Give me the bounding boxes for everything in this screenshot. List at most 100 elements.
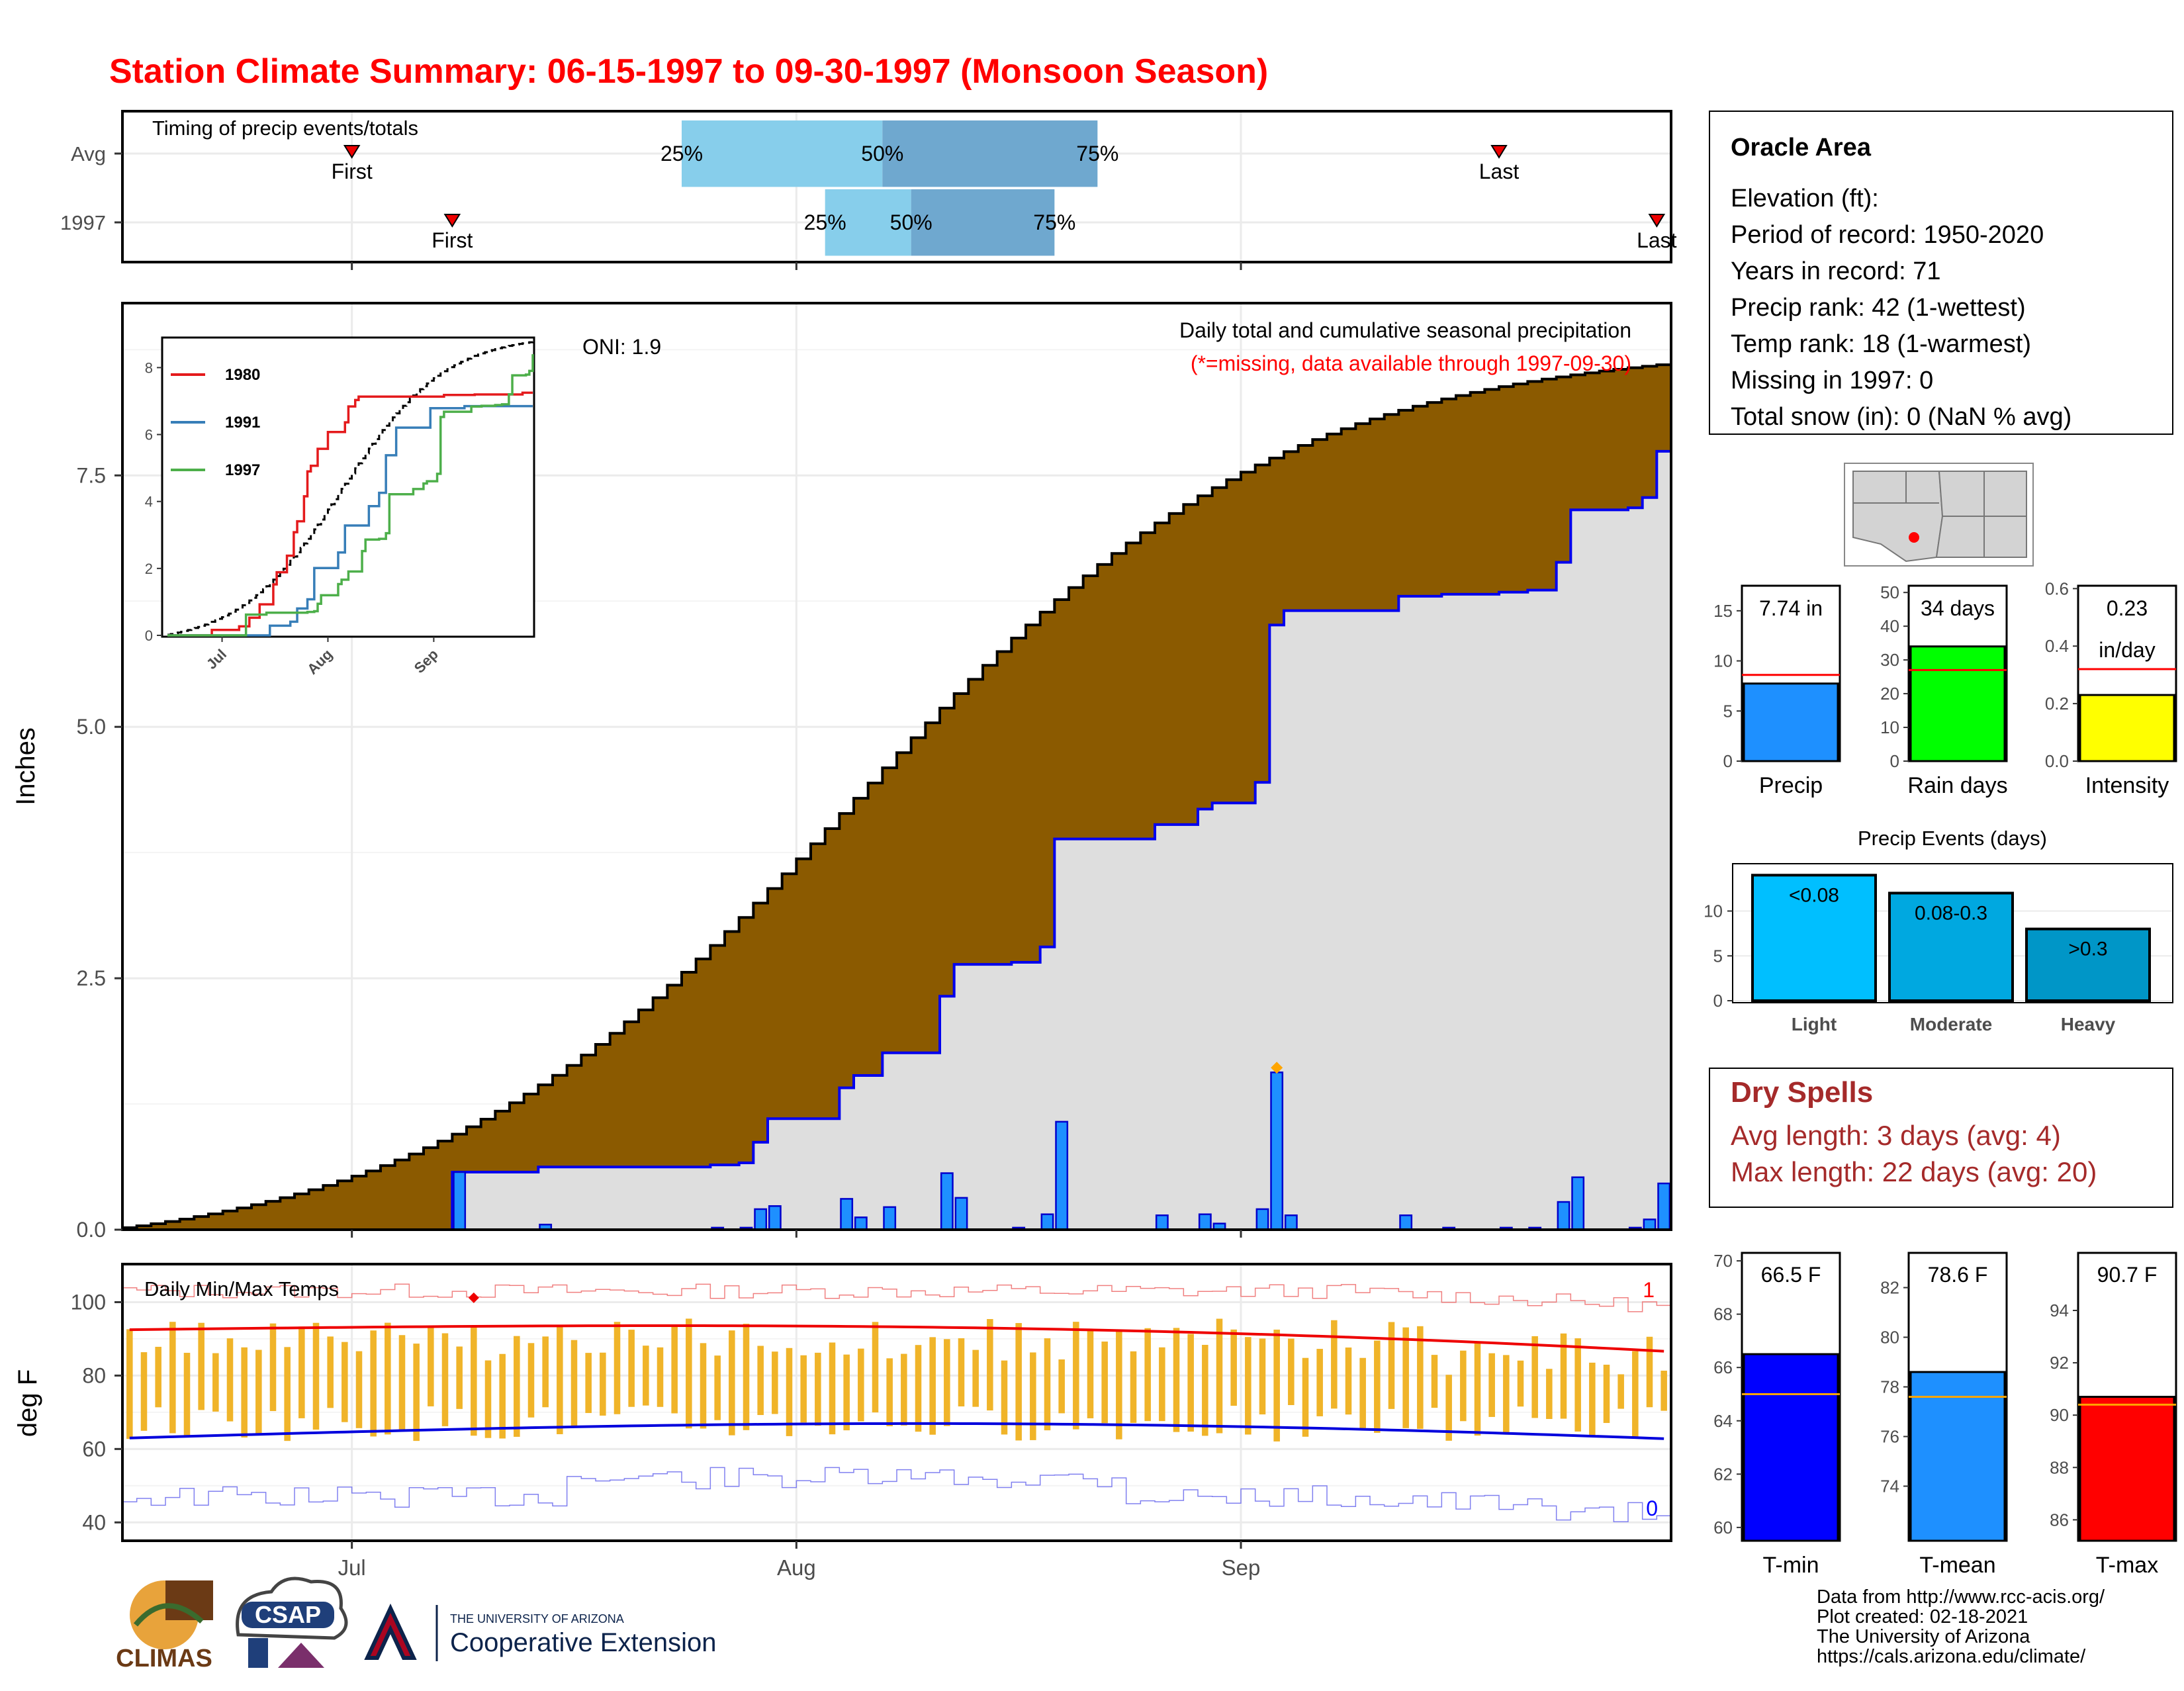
daily-temp-range-bar xyxy=(570,1340,578,1426)
daily-temp-range-bar xyxy=(958,1338,965,1407)
footer-line: Data from http://www.rcc-acis.org/ xyxy=(1817,1586,2105,1608)
daily-temp-range-bar xyxy=(471,1327,477,1436)
precip-events-title: Precip Events (days) xyxy=(1858,827,2047,850)
daily-precip-bar xyxy=(1270,1072,1284,1231)
daily-temp-range-bar xyxy=(600,1352,606,1416)
timing-iqr-low xyxy=(682,120,883,187)
summary-bar-tick-label: 0.4 xyxy=(2045,636,2069,656)
daily-temp-range-bar xyxy=(1488,1353,1495,1417)
daily-temp-range-bar xyxy=(1345,1348,1352,1415)
events-tick-label: 5 xyxy=(1713,946,1723,966)
timing-last-marker xyxy=(1490,145,1508,159)
temp-summary-bar-value-bar xyxy=(1909,1371,2006,1542)
daily-temp-range-bar xyxy=(1503,1355,1510,1434)
daily-precip-bar xyxy=(1040,1213,1054,1231)
temp-summary-bar-tick-label: 86 xyxy=(2050,1510,2069,1530)
temp-summary-value-label: 90.7 F xyxy=(2097,1263,2158,1287)
temp-summary-bar-tick-label: 60 xyxy=(1713,1518,1733,1537)
daily-temp-range-bar xyxy=(1546,1369,1553,1419)
temp-summary-bar-tick-label: 64 xyxy=(1713,1411,1733,1431)
events-bar-label: Moderate xyxy=(1910,1014,1992,1034)
events-tick-label: 0 xyxy=(1713,991,1723,1011)
temp-summary-bar-tick-label: 88 xyxy=(2050,1457,2069,1477)
daily-temp-range-bar xyxy=(126,1329,133,1440)
climas-logo-text: CLIMAS xyxy=(116,1645,212,1672)
inset-y-tick-label: 6 xyxy=(145,427,153,443)
daily-temp-range-bar xyxy=(1202,1344,1208,1436)
daily-precip-bar xyxy=(840,1198,854,1231)
inset-average-line xyxy=(167,341,534,636)
daily-temp-range-bar xyxy=(1245,1337,1251,1435)
station-location-marker xyxy=(1909,532,1919,543)
daily-temp-range-bar xyxy=(1302,1357,1309,1437)
temp-summary-bar-tick-label: 92 xyxy=(2050,1353,2069,1373)
daily-temp-range-bar xyxy=(1144,1328,1151,1422)
daily-temp-range-bar xyxy=(858,1348,864,1422)
daily-precip-bar xyxy=(854,1216,868,1231)
daily-precip-bar xyxy=(1055,1120,1069,1231)
dry-spells-box: Dry Spells Avg length: 3 days (avg: 4) M… xyxy=(1709,1068,2173,1208)
events-bar xyxy=(2025,927,2151,1003)
daily-temp-range-bar xyxy=(643,1346,649,1406)
daily-temp-range-bar xyxy=(628,1330,635,1407)
daily-temp-range-bar xyxy=(1173,1328,1180,1432)
daily-temp-range-bar xyxy=(1431,1355,1438,1408)
precip-y-axis-label: Inches xyxy=(11,727,40,805)
daily-temp-range-bar xyxy=(284,1347,291,1441)
ua-logo-top-text: THE UNIVERSITY OF ARIZONA xyxy=(450,1612,624,1625)
summary-bar-value-bar xyxy=(2079,694,2175,762)
daily-temp-range-bar xyxy=(1116,1330,1122,1440)
daily-precip-bar xyxy=(954,1197,968,1231)
summary-bar-tick-label: 0 xyxy=(1723,751,1733,771)
station-info-line: Temp rank: 18 (1-warmest) xyxy=(1731,330,2031,358)
daily-temp-range-bar xyxy=(915,1345,922,1432)
daily-temp-range-bar xyxy=(901,1353,907,1426)
climas-logo: CLIMAS xyxy=(116,1580,213,1672)
footer-line: https://cals.arizona.edu/climate/ xyxy=(1817,1646,2086,1667)
daily-temp-range-bar xyxy=(700,1343,707,1429)
footer-credits: Data from http://www.rcc-acis.org/ Plot … xyxy=(1817,1586,2105,1667)
daily-temp-range-bar xyxy=(226,1338,234,1422)
daily-temp-range-bar xyxy=(772,1351,778,1414)
daily-temp-range-bar xyxy=(527,1343,535,1418)
daily-precip-bar xyxy=(940,1172,954,1231)
daily-temp-range-bar xyxy=(1617,1374,1624,1409)
daily-temp-range-bar xyxy=(327,1336,334,1408)
summary-bar-label: Intensity xyxy=(2085,773,2169,798)
inset-series-line xyxy=(167,354,534,637)
daily-temp-range-bar xyxy=(355,1351,363,1428)
daily-temp-range-bar xyxy=(714,1355,721,1420)
timing-marker-label: First xyxy=(332,160,373,183)
locator-map xyxy=(1844,463,2034,567)
average-max-temp-line xyxy=(129,1324,1664,1353)
daily-temp-range-bar xyxy=(1030,1352,1036,1440)
record-high-marker xyxy=(468,1292,479,1303)
daily-temp-range-bar xyxy=(1187,1334,1194,1432)
daily-temp-range-bar xyxy=(1087,1330,1094,1418)
dry-spells-avg: Avg length: 3 days (avg: 4) xyxy=(1731,1120,2061,1151)
daily-temp-range-bar xyxy=(370,1330,377,1437)
timing-pct-label: 75% xyxy=(1076,142,1118,165)
timing-last-marker xyxy=(1648,214,1666,228)
x-tick-label: Aug xyxy=(777,1555,816,1580)
daily-precip-bar xyxy=(1643,1218,1657,1231)
summary-bar-tick-label: 0.6 xyxy=(2045,578,2069,598)
daily-temp-range-bar xyxy=(815,1352,821,1426)
daily-temp-range-bar xyxy=(514,1336,520,1437)
daily-temp-range-bar xyxy=(413,1344,420,1441)
station-info-box: Oracle Area Elevation (ft): Period of rec… xyxy=(1709,111,2173,435)
temp-summary-bar-tick-label: 74 xyxy=(1880,1477,1899,1496)
daily-temp-range-bar xyxy=(1474,1343,1481,1436)
daily-temp-range-bar xyxy=(1560,1333,1567,1419)
daily-temp-range-bar xyxy=(484,1360,492,1438)
daily-precip-bar xyxy=(1571,1176,1585,1231)
summary-bar-tick-label: 30 xyxy=(1880,650,1899,670)
timing-pct-label: 50% xyxy=(861,142,903,165)
summary-bar-label: Rain days xyxy=(1907,773,2007,798)
summary-bar-label: Precip xyxy=(1759,773,1823,798)
daily-temp-range-bar xyxy=(843,1354,850,1431)
daily-temp-range-bar xyxy=(1058,1359,1065,1414)
daily-temp-range-bar xyxy=(729,1330,735,1436)
